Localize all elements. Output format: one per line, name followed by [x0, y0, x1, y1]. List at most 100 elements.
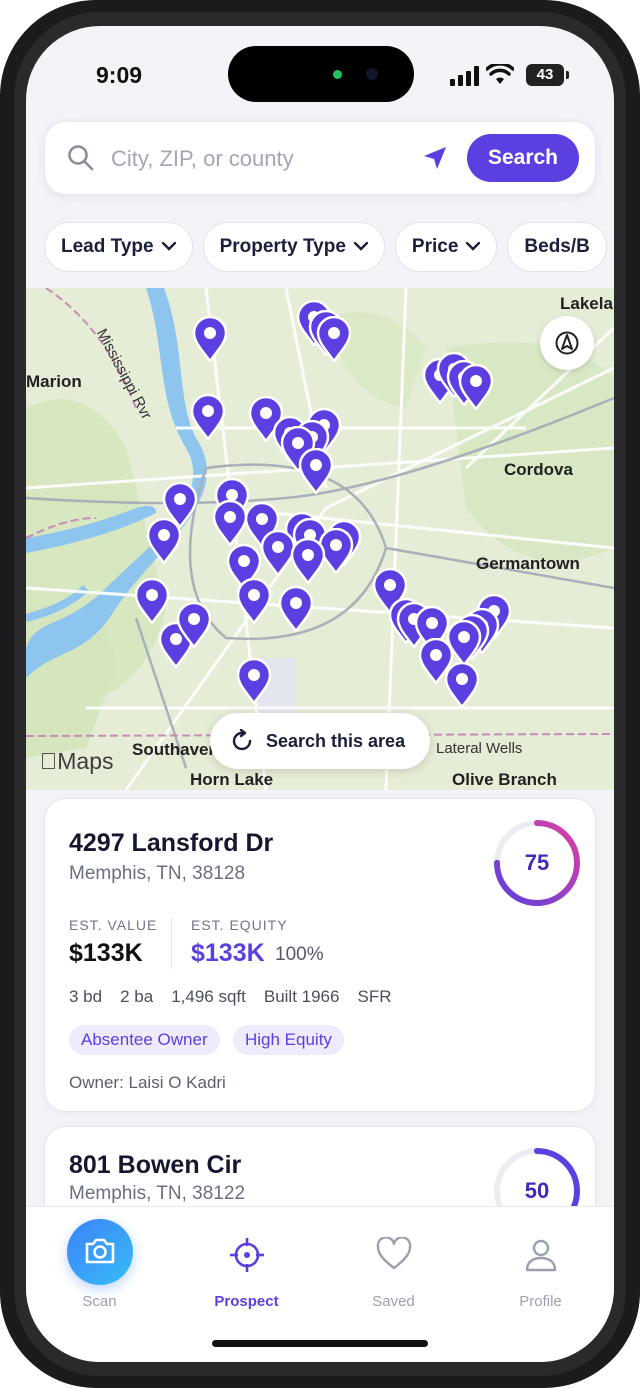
maps-attribution: Maps	[40, 748, 114, 775]
map-label-olive-branch: Olive Branch	[452, 770, 557, 789]
filter-label: Price	[411, 236, 459, 257]
map-pin-icon[interactable]	[190, 393, 226, 442]
refresh-icon	[232, 729, 252, 751]
est-equity: $133K	[191, 939, 265, 967]
compass-icon	[555, 331, 579, 355]
map-label-marion: Marion	[26, 372, 82, 391]
scan-button[interactable]	[67, 1219, 133, 1285]
tab-scan[interactable]: Scan	[26, 1207, 173, 1327]
map-pin-icon[interactable]	[146, 517, 182, 566]
camera-indicator-icon	[333, 70, 342, 79]
chevron-down-icon	[353, 242, 368, 252]
map-pin-icon[interactable]	[212, 499, 248, 548]
tab-saved[interactable]: Saved	[320, 1207, 467, 1327]
chevron-down-icon	[161, 242, 176, 252]
map-view[interactable]: Lakela Marion Mississippi Rvr Cordova Ge…	[26, 288, 614, 790]
spec-type: SFR	[357, 987, 392, 1006]
map-pin-icon[interactable]	[236, 657, 272, 706]
map-pin-icon[interactable]	[176, 601, 212, 650]
search-input[interactable]	[111, 140, 411, 178]
filter-chips: Lead Type Property Type Price Beds/B	[44, 222, 614, 274]
maps-attribution-label: Maps	[40, 748, 113, 774]
search-this-area-label: Search this area	[266, 730, 406, 751]
app-screen: 9:09 43	[26, 26, 614, 1362]
tab-label: Scan	[82, 1293, 117, 1310]
map-pin-icon[interactable]	[316, 315, 352, 364]
tab-label: Profile	[519, 1293, 562, 1310]
filter-label: Beds/B	[524, 236, 590, 257]
property-specs: 3 bd 2 ba 1,496 sqft Built 1966 SFR	[69, 987, 409, 1007]
apple-logo-icon: 	[40, 748, 57, 774]
map-pin-icon[interactable]	[192, 315, 228, 364]
tab-label: Saved	[372, 1293, 415, 1310]
home-indicator	[212, 1340, 428, 1347]
search-this-area-button[interactable]: Search this area	[210, 713, 430, 769]
est-value: $133K	[69, 939, 143, 967]
front-camera-icon	[366, 68, 378, 80]
map-label-lakeland: Lakela	[560, 294, 613, 313]
lead-score-value: 75	[524, 850, 550, 875]
dynamic-island	[228, 46, 414, 102]
map-label-southaven: Southaven	[132, 740, 219, 759]
filter-price[interactable]: Price	[394, 222, 498, 272]
property-address: 801 Bowen Cir	[69, 1151, 242, 1179]
map-pin-icon[interactable]	[318, 527, 354, 576]
search-icon	[68, 145, 94, 171]
spec-built: Built 1966	[263, 987, 340, 1006]
heart-icon	[376, 1237, 412, 1270]
score-ring-graphic	[494, 820, 580, 906]
filter-lead-type[interactable]: Lead Type	[44, 222, 193, 272]
wifi-icon	[486, 64, 514, 84]
person-icon	[525, 1239, 557, 1272]
battery-cap	[566, 71, 569, 79]
map-label-horn-lake: Horn Lake	[190, 770, 274, 789]
filter-property-type[interactable]: Property Type	[202, 222, 385, 272]
map-label-cordova: Cordova	[504, 460, 573, 479]
filter-beds-baths[interactable]: Beds/B	[507, 222, 607, 272]
tab-profile[interactable]: Profile	[467, 1207, 614, 1327]
map-pin-icon[interactable]	[444, 661, 480, 710]
location-arrow-icon[interactable]	[421, 144, 449, 172]
map-pin-icon[interactable]	[278, 585, 314, 634]
property-city: Memphis, TN, 38122	[69, 1183, 246, 1204]
cellular-signal-icon	[450, 66, 479, 86]
map-pin-icon[interactable]	[236, 577, 272, 626]
camera-icon	[85, 1238, 115, 1264]
map-base	[26, 288, 614, 790]
map-pin-icon[interactable]	[134, 577, 170, 626]
map-pin-icon[interactable]	[458, 363, 494, 412]
chevron-down-icon	[466, 242, 481, 252]
status-time: 9:09	[96, 62, 143, 88]
map-pin-icon[interactable]	[418, 637, 454, 686]
map-label-germantown: Germantown	[476, 554, 580, 573]
map-pin-icon[interactable]	[298, 447, 334, 496]
crosshair-icon	[230, 1238, 264, 1272]
search-button[interactable]: Search	[467, 134, 579, 182]
filter-label: Lead Type	[61, 236, 154, 257]
spec-sqft: 1,496 sqft	[171, 987, 246, 1006]
tag-high-equity: High Equity	[233, 1025, 344, 1055]
equity-percent: 100%	[275, 944, 324, 965]
compass-button[interactable]	[540, 316, 594, 370]
search-bar: Search	[44, 121, 596, 195]
est-value-label: EST. VALUE	[69, 917, 158, 933]
lead-score-ring: 75	[491, 817, 583, 909]
spec-beds: 3 bd	[69, 987, 103, 1006]
est-equity-label: EST. EQUITY	[191, 917, 288, 933]
status-bar: 9:09 43	[26, 26, 614, 122]
property-card[interactable]: 4297 Lansford Dr Memphis, TN, 38128 75 E…	[44, 798, 596, 1112]
tab-bar: Scan Prospect Saved	[26, 1206, 614, 1362]
tab-label: Prospect	[214, 1293, 279, 1310]
filter-label: Property Type	[219, 236, 346, 257]
map-pin-icon[interactable]	[162, 481, 198, 530]
owner-name: Owner: Laisi O Kadri	[69, 1073, 226, 1092]
map-pin-icon[interactable]	[290, 537, 326, 586]
map-pin-icon[interactable]	[158, 621, 194, 670]
spec-baths: 2 ba	[120, 987, 154, 1006]
battery-icon: 43	[526, 64, 564, 86]
property-address: 4297 Lansford Dr	[69, 829, 274, 857]
tab-prospect[interactable]: Prospect	[173, 1207, 320, 1327]
map-label-lateral-wells: Lateral Wells	[436, 740, 523, 757]
tag-absentee-owner: Absentee Owner	[69, 1025, 220, 1055]
